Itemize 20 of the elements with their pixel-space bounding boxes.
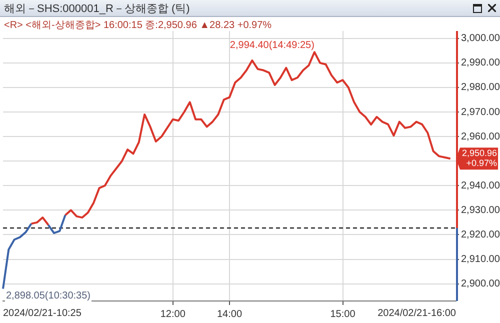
annotation: 2,898.05(10:30:35) [6,290,91,302]
y-tick-label: 2,900.00 [461,278,500,290]
y-tick-label: 2,920.00 [461,229,500,240]
y-tick-label: 2,910.00 [461,254,500,266]
y-tick-label: 2,940.00 [461,180,500,192]
text: 2024/02/21-16:00 [378,308,456,319]
x-tick-label: 15:00 [330,308,356,320]
y-tick-label: 2,970.00 [461,106,500,118]
x-tick-label: 12:00 [160,308,186,320]
y-tick-label: 2,960.00 [461,131,500,142]
y-tick-label: 2,930.00 [461,204,500,216]
y-tick-label: 3,000.00 [461,33,500,44]
text: 2024/02/21-10:25 [3,308,82,319]
annotation: 2,994.40(14:49:25) [230,40,314,51]
y-tick-label: 2,980.00 [461,82,500,94]
x-tick-label: 14:00 [216,308,242,320]
chart-title: 해외－SHS:000001_R－상해종합 (틱) [4,2,191,16]
y-tick-label: 2,990.00 [461,58,500,69]
text: 2,950.96 +0.97% [462,148,498,168]
chart-subtitle: <R> <해외-상해종합> 16:00:15 종:2,950.96 ▲28.23 +0.97% [4,19,272,32]
